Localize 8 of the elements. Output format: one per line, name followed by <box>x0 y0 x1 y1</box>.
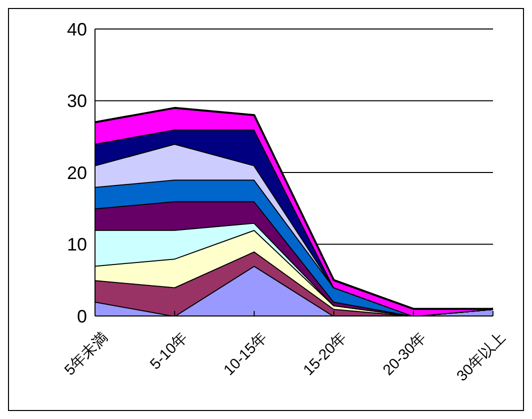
x-tick-label: 5年未満 <box>61 329 112 379</box>
y-tick-label: 30 <box>66 91 87 112</box>
y-tick-label: 0 <box>76 306 87 326</box>
y-tick-label: 20 <box>66 162 87 183</box>
x-tick-label: 30年以上 <box>454 329 510 385</box>
x-tick-label: 5-10年 <box>146 329 191 374</box>
y-tick-label: 10 <box>66 234 87 255</box>
y-tick-label: 40 <box>66 19 87 40</box>
